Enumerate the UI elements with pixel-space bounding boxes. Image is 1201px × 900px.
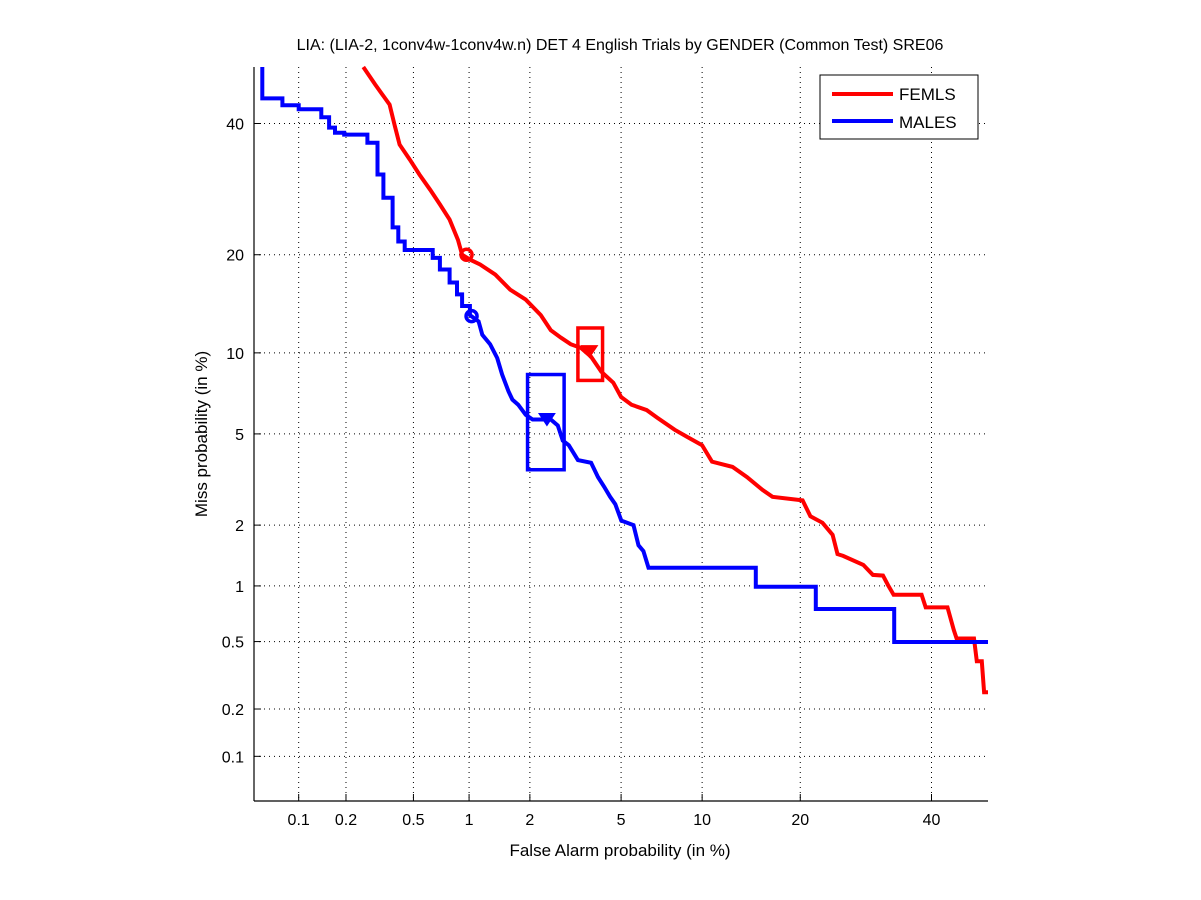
y-tick-label: 40 bbox=[226, 117, 244, 134]
legend-label-femls: FEMLS bbox=[899, 85, 956, 104]
confidence-box-femls bbox=[576, 326, 605, 383]
x-tick-label: 5 bbox=[617, 812, 626, 829]
x-tick-label: 20 bbox=[791, 812, 809, 829]
y-axis-label: Miss probability (in %) bbox=[192, 351, 211, 517]
y-tick-label: 10 bbox=[226, 346, 244, 363]
x-tick-label: 2 bbox=[525, 812, 534, 829]
legend: FEMLS MALES bbox=[819, 74, 979, 140]
chart-title: LIA: (LIA-2, 1conv4w-1conv4w.n) DET 4 En… bbox=[297, 37, 944, 54]
det-curve-femls bbox=[361, 65, 988, 695]
x-tick-labels: 0.1 0.2 0.5 1 2 5 10 20 40 bbox=[288, 812, 941, 829]
act-dcf-marker-males bbox=[537, 413, 556, 427]
series-femls bbox=[361, 65, 988, 695]
y-tick-label: 2 bbox=[235, 518, 244, 535]
x-tick-label: 10 bbox=[693, 812, 711, 829]
confidence-box-males bbox=[525, 372, 566, 472]
y-tick-label: 5 bbox=[235, 427, 244, 444]
legend-label-males: MALES bbox=[899, 113, 957, 132]
x-tick-label: 1 bbox=[465, 812, 474, 829]
x-tick-label: 0.2 bbox=[335, 812, 357, 829]
x-tick-label: 0.1 bbox=[288, 812, 310, 829]
y-tick-labels: 0.1 0.2 0.5 1 2 5 10 20 40 bbox=[222, 117, 244, 767]
series-layer bbox=[260, 65, 988, 695]
axes bbox=[253, 67, 988, 802]
x-tick-label: 0.5 bbox=[402, 812, 424, 829]
det-curve-males bbox=[260, 67, 988, 644]
series-males bbox=[260, 67, 988, 644]
y-tick-label: 0.5 bbox=[222, 635, 244, 652]
y-tick-label: 1 bbox=[235, 579, 244, 596]
x-tick-label: 40 bbox=[923, 812, 941, 829]
y-tick-label: 0.2 bbox=[222, 702, 244, 719]
min-dcf-marker-femls bbox=[459, 247, 474, 262]
y-tick-label: 0.1 bbox=[222, 749, 244, 766]
min-dcf-marker-males bbox=[464, 308, 479, 324]
act-dcf-marker-femls bbox=[580, 345, 599, 359]
grid-lines bbox=[254, 67, 988, 801]
legend-box bbox=[819, 74, 979, 140]
x-axis-label: False Alarm probability (in %) bbox=[509, 841, 730, 860]
y-tick-label: 20 bbox=[226, 248, 244, 265]
